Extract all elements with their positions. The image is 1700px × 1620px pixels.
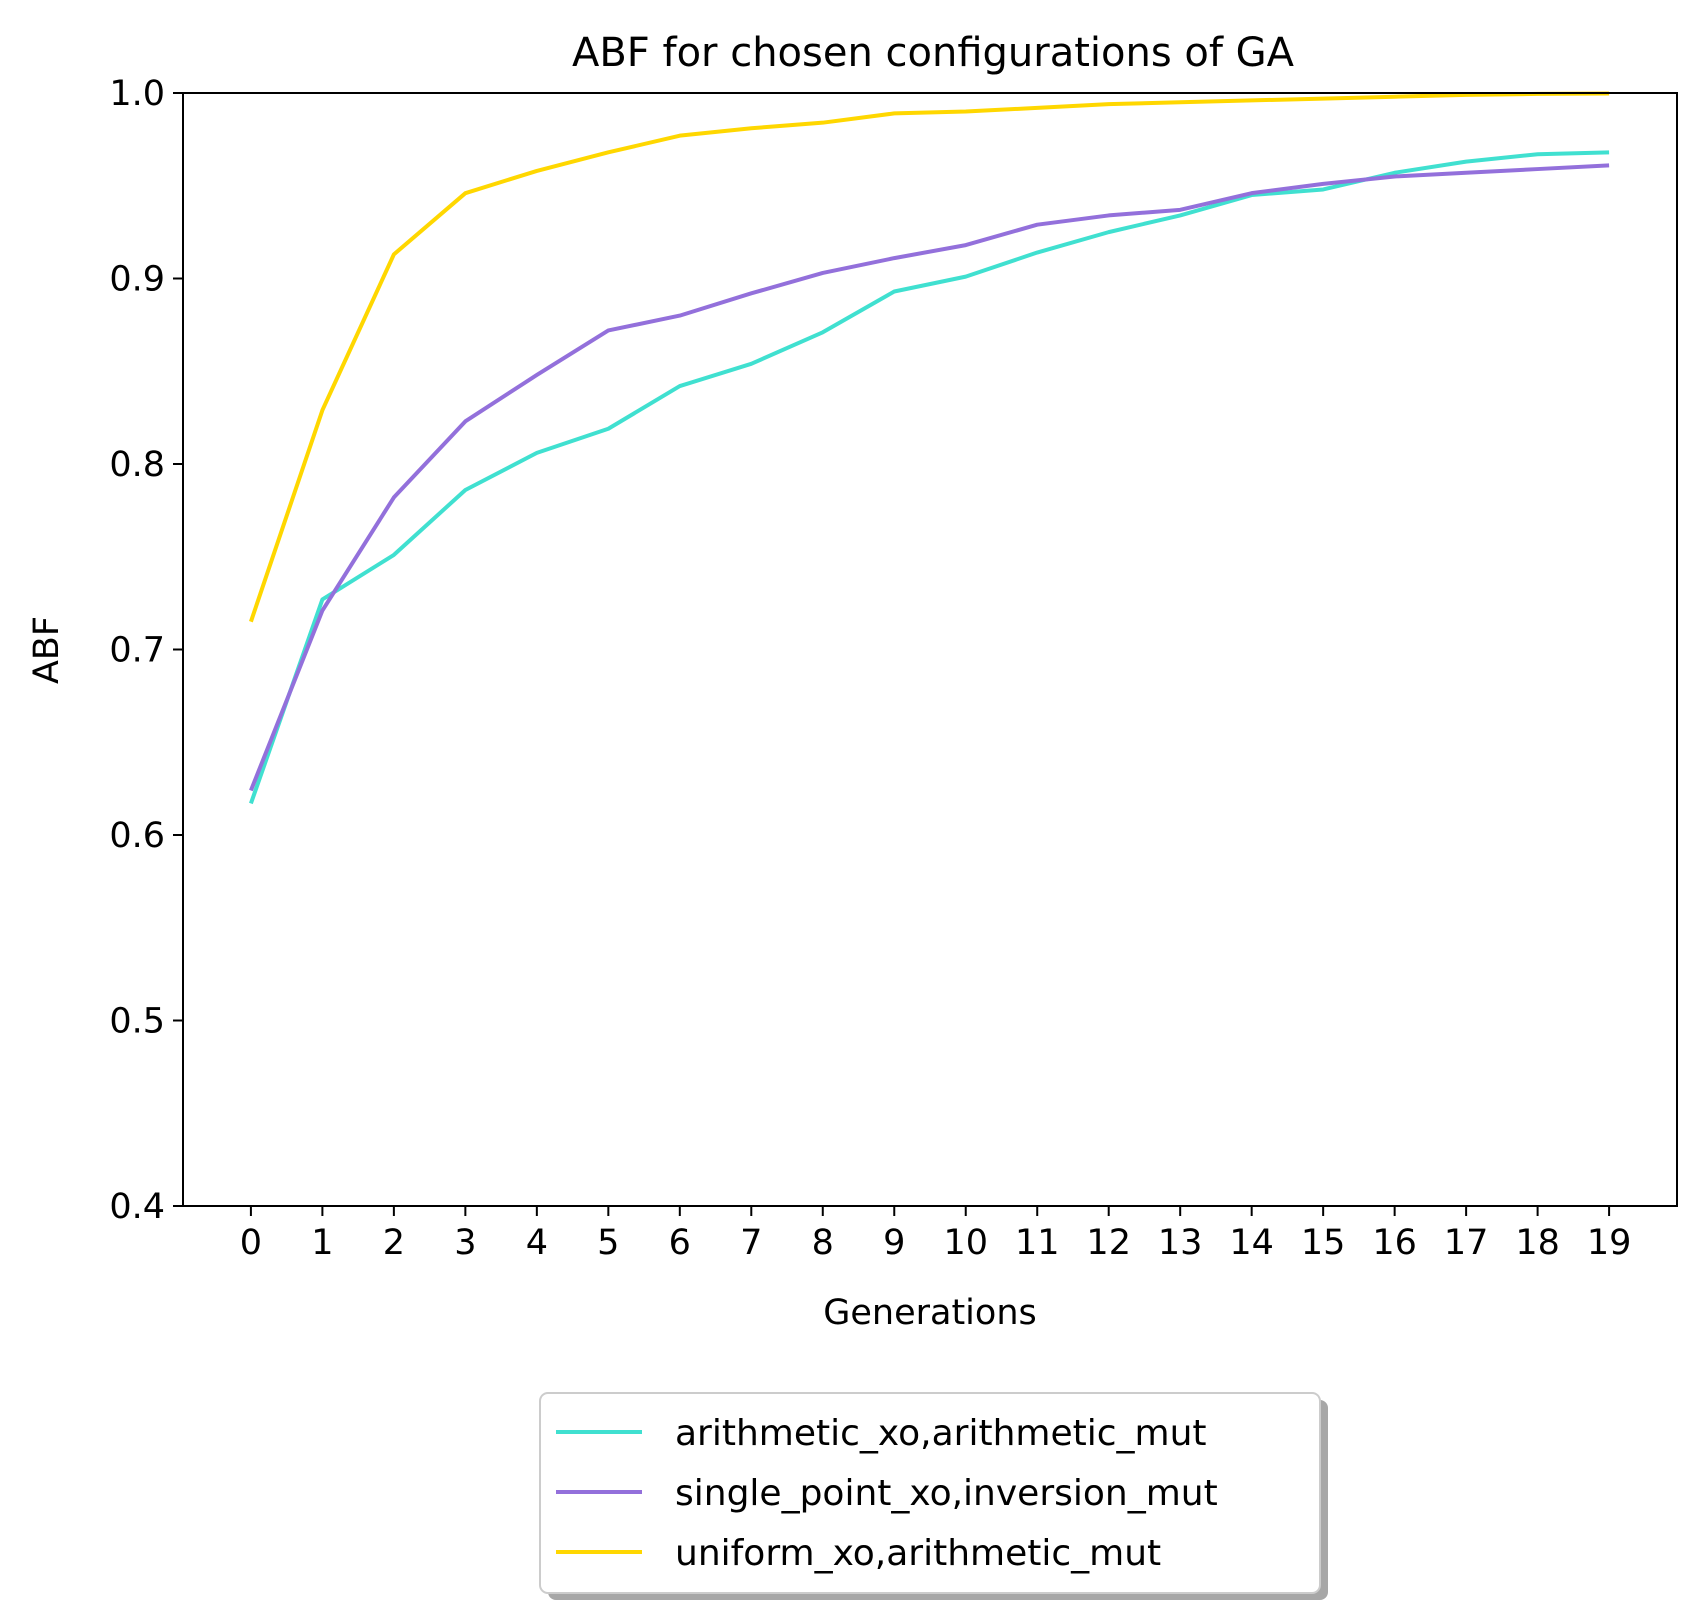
- series-line-1: [249, 150, 1610, 805]
- x-tick-label: 19: [1587, 1223, 1632, 1263]
- x-tick-label: 0: [240, 1223, 262, 1263]
- y-axis-label: ABF: [27, 616, 67, 684]
- chart-title: ABF for chosen configurations of GA: [572, 30, 1295, 76]
- series-line-3: [249, 91, 1610, 623]
- x-tick-label: 14: [1229, 1223, 1274, 1263]
- x-tick-label: 5: [597, 1223, 619, 1263]
- x-tick-label: 16: [1372, 1223, 1417, 1263]
- legend-label-1: arithmetic_xo,arithmetic_mut: [675, 1413, 1207, 1454]
- y-tick-label: 0.6: [109, 816, 165, 856]
- x-tick-label: 6: [669, 1223, 691, 1263]
- y-axis-ticks: 0.4 0.5 0.6 0.7 0.8 0.9 1.0: [109, 74, 183, 1227]
- y-tick-label: 0.7: [109, 631, 165, 671]
- x-tick-label: 17: [1444, 1223, 1489, 1263]
- y-tick-label: 0.5: [109, 1002, 165, 1042]
- x-tick-label: 18: [1515, 1223, 1560, 1263]
- x-tick-label: 8: [812, 1223, 834, 1263]
- y-tick-label: 1.0: [109, 74, 165, 114]
- legend-label-2: single_point_xo,inversion_mut: [675, 1473, 1218, 1514]
- legend-label-3: uniform_xo,arithmetic_mut: [675, 1533, 1161, 1574]
- x-tick-label: 9: [883, 1223, 905, 1263]
- x-tick-label: 13: [1158, 1223, 1203, 1263]
- x-tick-label: 7: [740, 1223, 762, 1263]
- series-line-2: [249, 163, 1610, 792]
- x-axis-label: Generations: [823, 1293, 1037, 1333]
- x-tick-label: 10: [943, 1223, 988, 1263]
- y-tick-label: 0.9: [109, 260, 165, 300]
- x-tick-label: 2: [383, 1223, 405, 1263]
- x-tick-label: 4: [526, 1223, 548, 1263]
- x-tick-label: 12: [1086, 1223, 1131, 1263]
- series-layer: [249, 91, 1610, 805]
- x-tick-label: 11: [1015, 1223, 1060, 1263]
- legend-frame: [539, 1392, 1321, 1594]
- x-axis-ticks: 0 1 2 3 4 5 6 7 8 9 10 11 12 13 14 15 16 17 18 19: [240, 1206, 1632, 1263]
- x-tick-label: 15: [1301, 1223, 1346, 1263]
- x-tick-label: 3: [454, 1223, 476, 1263]
- x-tick-label: 1: [311, 1223, 333, 1263]
- y-tick-label: 0.8: [109, 445, 165, 485]
- legend: arithmetic_xo,arithmetic_mut single_point…: [539, 1392, 1328, 1600]
- legend-entries: arithmetic_xo,arithmetic_mut single_point…: [556, 1413, 1218, 1574]
- y-tick-label: 0.4: [109, 1187, 165, 1227]
